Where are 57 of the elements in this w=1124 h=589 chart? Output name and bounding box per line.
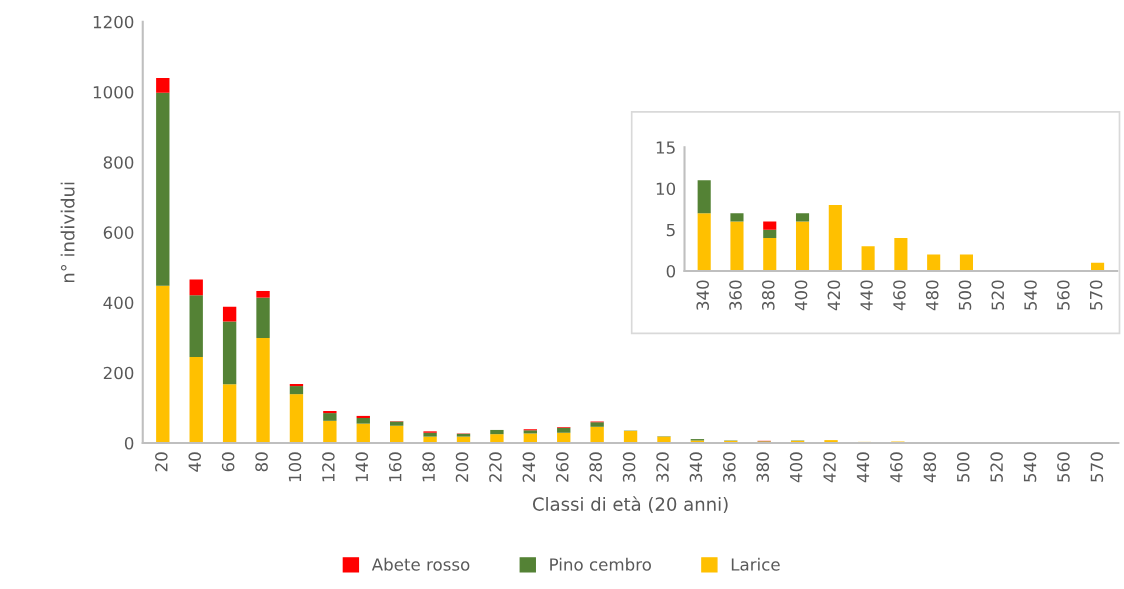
x-tick-label: 480 [925, 280, 939, 311]
x-tick-label: 320 [656, 452, 669, 482]
x-axis-title: Classi di età (20 anni) [532, 496, 728, 514]
x-tick-label: 540 [1023, 452, 1037, 482]
x-tick-label: 360 [723, 452, 736, 482]
x-tick-label: 220 [489, 452, 502, 482]
x-tick-label: 380 [756, 452, 770, 482]
x-tick-label: 100 [288, 452, 302, 482]
x-tick-label: 380 [761, 280, 775, 310]
y-tick-label: 0 [124, 436, 134, 450]
x-tick-label: 300 [622, 452, 636, 482]
x-tick-label: 340 [689, 452, 703, 482]
y-tick-label: 800 [103, 156, 134, 169]
x-tick-label: 140 [355, 452, 369, 482]
y-tick-label: 5 [666, 223, 675, 237]
y-tick-label: 10 [656, 182, 676, 196]
x-tick-label: 20 [155, 452, 168, 472]
x-tick-label: 500 [958, 280, 972, 310]
x-tick-label: 60 [221, 452, 235, 472]
legend-label: Larice [731, 557, 780, 571]
x-tick-label: 80 [255, 452, 268, 472]
x-tick-label: 570 [1090, 452, 1104, 482]
x-tick-label: 260 [555, 452, 569, 482]
x-tick-label: 560 [1057, 452, 1070, 482]
x-tick-label: 340 [696, 280, 710, 310]
x-tick-label: 280 [589, 452, 602, 482]
legend-label: Abete rosso [371, 557, 470, 571]
x-tick-label: 570 [1089, 280, 1103, 310]
x-tick-label: 460 [893, 280, 906, 311]
y-tick-label: 1200 [93, 15, 134, 29]
x-tick-label: 180 [422, 452, 435, 482]
x-tick-label: 520 [991, 280, 1005, 310]
x-tick-label: 360 [729, 280, 742, 310]
x-tick-label: 420 [823, 452, 836, 483]
y-tick-label: 0 [666, 264, 676, 278]
y-tick-label: 600 [103, 226, 134, 239]
y-axis-title: n° individui [60, 182, 75, 283]
x-tick-label: 240 [522, 452, 536, 482]
x-tick-label: 540 [1024, 280, 1037, 310]
y-tick-label: 200 [103, 366, 134, 380]
x-tick-label: 40 [188, 452, 202, 472]
x-tick-label: 520 [990, 452, 1003, 482]
x-tick-label: 440 [856, 452, 870, 483]
x-tick-label: 420 [827, 280, 841, 311]
legend-label: Pino cembro [550, 557, 651, 571]
y-tick-label: 15 [656, 141, 675, 154]
x-tick-label: 120 [322, 452, 335, 482]
x-tick-label: 480 [923, 452, 937, 483]
x-tick-label: 400 [794, 280, 808, 311]
x-tick-label: 400 [789, 452, 803, 483]
x-tick-label: 160 [388, 452, 402, 482]
x-tick-label: 500 [956, 452, 970, 482]
x-tick-label: 460 [890, 452, 903, 483]
y-tick-label: 1000 [93, 85, 134, 99]
x-tick-label: 560 [1057, 280, 1070, 310]
x-tick-label: 440 [860, 280, 873, 311]
x-tick-label: 200 [455, 452, 469, 482]
